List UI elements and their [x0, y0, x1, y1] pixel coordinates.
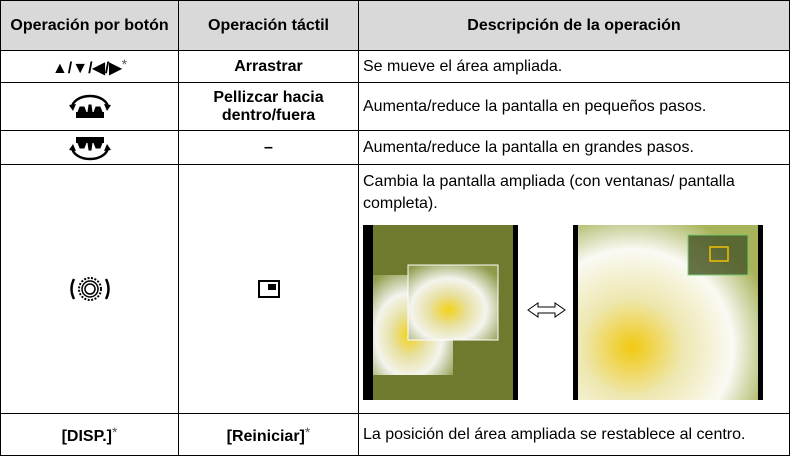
cell: Aumenta/reduce la pantalla en pequeños p… [358, 82, 790, 131]
cell-text: – [264, 138, 273, 156]
cell [0, 164, 179, 414]
cell-text: Aumenta/reduce la pantalla en grandes pa… [363, 138, 694, 156]
row: Pellizcar hacia dentro/fuera Aumenta/red… [0, 82, 790, 131]
cell-text: [Reiniciar] [226, 427, 305, 445]
cell: [DISP.]* [0, 413, 179, 456]
rear-dial-icon [68, 94, 111, 118]
cell-text: Aumenta/reduce la pantalla en pequeños p… [363, 97, 707, 115]
control-dial-icon [69, 277, 110, 301]
front-dial-icon [68, 136, 111, 160]
cell-text: La posición del área ampliada se restabl… [363, 425, 746, 443]
cell [178, 164, 359, 414]
cell-text: Pellizcar hacia dentro/fuera [213, 88, 324, 124]
note: * [304, 423, 311, 440]
cell-text: ▲/▼/◀/▶ [51, 59, 122, 77]
cell: Pellizcar hacia dentro/fuera [178, 82, 359, 131]
row: – Aumenta/reduce la pantalla en grandes … [0, 130, 790, 165]
cell: Aumenta/reduce la pantalla en grandes pa… [358, 130, 790, 165]
cell: La posición del área ampliada se restabl… [358, 413, 790, 456]
cell: ▲/▼/◀/▶* [0, 50, 179, 83]
cell: – [178, 130, 359, 165]
cell-text: Arrastrar [234, 57, 303, 75]
row: [DISP.]* [Reiniciar]* La posición del ár… [0, 413, 790, 456]
header-cell: Operación por botón [0, 0, 179, 51]
note: * [111, 423, 118, 440]
row: Cambia la pantalla ampliada (con ventana… [0, 164, 790, 414]
cell: Arrastrar [178, 50, 359, 83]
cell [0, 130, 179, 165]
cell: [Reiniciar]* [178, 413, 359, 456]
cell: Se mueve el área ampliada. [358, 50, 790, 83]
window-icon [257, 280, 280, 298]
header-cell: Descripción de la operación [358, 0, 790, 51]
header-cell: Operación táctil [178, 0, 359, 51]
note: * [121, 55, 128, 72]
display-illustration [363, 225, 763, 400]
cell: Cambia la pantalla ampliada (con ventana… [358, 164, 790, 414]
cell-text: Se mueve el área ampliada. [363, 57, 563, 75]
cell [0, 82, 179, 131]
cell-text: [DISP.] [61, 427, 112, 445]
header-row: Operación por botón Operación táctil Des… [0, 0, 790, 51]
row: ▲/▼/◀/▶* Arrastrar Se mueve el área ampl… [0, 50, 790, 83]
cell-text: Cambia la pantalla ampliada (con ventana… [363, 173, 735, 212]
